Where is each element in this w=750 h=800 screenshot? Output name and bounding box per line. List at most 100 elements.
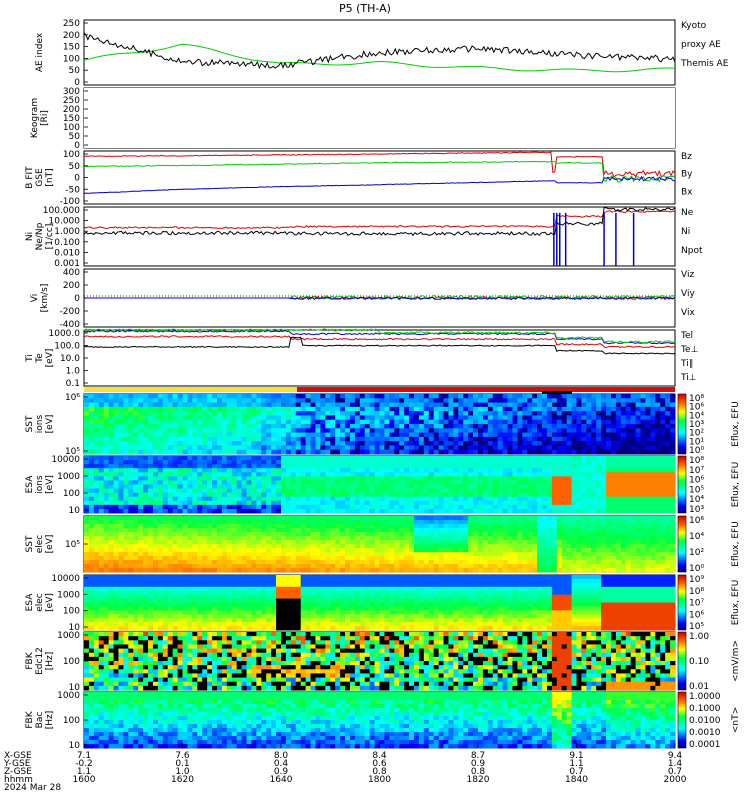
- spectrogram-cell: [300, 464, 307, 469]
- spectrogram-cell: [542, 468, 548, 473]
- spectrogram-cell: [128, 508, 134, 514]
- spectrogram-cell: [310, 415, 316, 421]
- spectrogram-cell: [157, 524, 164, 529]
- spectrogram-cell: [290, 419, 297, 425]
- spectrogram-cell: [295, 472, 302, 477]
- spectrogram-cell: [532, 476, 538, 481]
- spectrogram-cell: [152, 568, 159, 573]
- spectrogram-cell: [379, 406, 385, 412]
- spectrogram-cell: [606, 460, 612, 465]
- spectrogram-cell: [133, 500, 139, 506]
- spectrogram-cell: [231, 424, 238, 429]
- spectrogram-cell: [487, 441, 494, 446]
- spectrogram-cell: [478, 476, 484, 481]
- spectrogram-cell: [187, 468, 193, 473]
- spectrogram-cell: [251, 456, 257, 461]
- spectrogram-cell: [118, 544, 124, 549]
- spectrogram-cell: [300, 540, 307, 545]
- spectrogram-cell: [630, 560, 636, 565]
- spectrogram-cell: [512, 548, 518, 553]
- spectrogram-cell: [103, 560, 110, 565]
- spectrogram-cell: [492, 480, 499, 485]
- spectrogram-cell: [221, 441, 228, 446]
- spectrogram-cell: [143, 520, 149, 525]
- spectrogram-cell: [133, 496, 139, 502]
- spectrogram-cell: [256, 411, 262, 416]
- spectrogram-cell: [197, 406, 203, 412]
- by-line: [83, 160, 676, 183]
- spectrogram-cell: [295, 520, 302, 525]
- spectrogram-cell: [409, 496, 415, 502]
- spectrogram-cell: [615, 532, 622, 537]
- spectrogram-cell: [561, 560, 568, 565]
- spectrogram-cell: [443, 445, 449, 451]
- spectrogram-cell: [556, 411, 563, 416]
- spectrogram-cell: [305, 394, 311, 399]
- spectrogram-cell: [172, 488, 178, 494]
- spectrogram-cell: [433, 508, 440, 514]
- spectrogram-cell: [148, 476, 154, 481]
- spectrogram-cell: [389, 398, 395, 403]
- spectrogram-cell: [330, 428, 336, 433]
- spectrogram-cell: [630, 532, 636, 537]
- spectrogram-cell: [473, 445, 479, 451]
- spectrogram-cell: [374, 464, 380, 469]
- spectrogram-cell: [394, 516, 400, 521]
- spectrogram-cell: [98, 406, 105, 412]
- spectrogram-cell: [271, 560, 277, 565]
- spectrogram-cell: [320, 552, 326, 557]
- spectrogram-cell: [522, 460, 528, 465]
- spectrogram-cell: [443, 449, 449, 455]
- spectrogram-cell: [216, 428, 223, 433]
- spectrogram-cell: [404, 504, 410, 510]
- spectrogram-cell: [271, 441, 277, 446]
- spectrogram-cell: [236, 445, 242, 451]
- spectrogram-cell: [369, 560, 375, 565]
- spectrogram-cell: [399, 560, 405, 565]
- spectrogram-cell: [497, 449, 504, 455]
- spectrogram-cell: [374, 480, 380, 485]
- spectrogram-cell: [601, 552, 607, 557]
- spectrogram-cell: [468, 449, 474, 455]
- spectrogram-cell: [537, 464, 543, 469]
- spectrogram-cell: [295, 419, 302, 425]
- spectrogram-cell: [620, 411, 627, 416]
- spectrogram-cell: [108, 540, 114, 545]
- spectrogram-cell: [532, 544, 538, 549]
- spectrogram-cell: [315, 552, 321, 557]
- spectrogram-cell: [492, 488, 499, 494]
- spectrogram-cell: [384, 548, 390, 553]
- spectrogram-cell: [315, 476, 321, 481]
- spectrogram-cell: [448, 460, 454, 465]
- spectrogram-cell: [84, 480, 90, 485]
- spectrogram-cell: [610, 476, 617, 481]
- spectrogram-cell: [561, 524, 568, 529]
- spectrogram-cell: [625, 488, 632, 494]
- spectrogram-cell: [335, 504, 341, 510]
- spectrogram-cell: [359, 406, 366, 412]
- spectrogram-cell: [478, 402, 484, 408]
- spectrogram-cell: [226, 536, 233, 541]
- spectrogram-cell: [266, 560, 272, 565]
- spectrogram-cell: [261, 428, 267, 433]
- spectrogram-cell: [354, 520, 361, 525]
- spectrogram-cell: [123, 402, 129, 408]
- spectrogram-cell: [379, 556, 385, 561]
- spectrogram-cell: [216, 556, 223, 561]
- spectrogram-cell: [374, 548, 380, 553]
- spectrogram-cell: [625, 464, 632, 469]
- spectrogram-cell: [581, 492, 587, 498]
- spectrogram-cell: [128, 419, 134, 425]
- spectrogram-cell: [625, 394, 632, 399]
- spectrogram-cell: [207, 496, 213, 502]
- spectrogram-cell: [340, 441, 346, 446]
- spectrogram-cell: [197, 411, 203, 416]
- spectrogram-cell: [591, 398, 597, 403]
- spectrogram-cell: [389, 428, 395, 433]
- spectrogram-cell: [251, 564, 257, 569]
- spectrogram-cell: [133, 524, 139, 529]
- spectrogram-cell: [379, 460, 385, 465]
- ni-line: [83, 207, 676, 237]
- spectrogram-cell: [172, 449, 178, 455]
- spectrogram-cell: [212, 436, 218, 442]
